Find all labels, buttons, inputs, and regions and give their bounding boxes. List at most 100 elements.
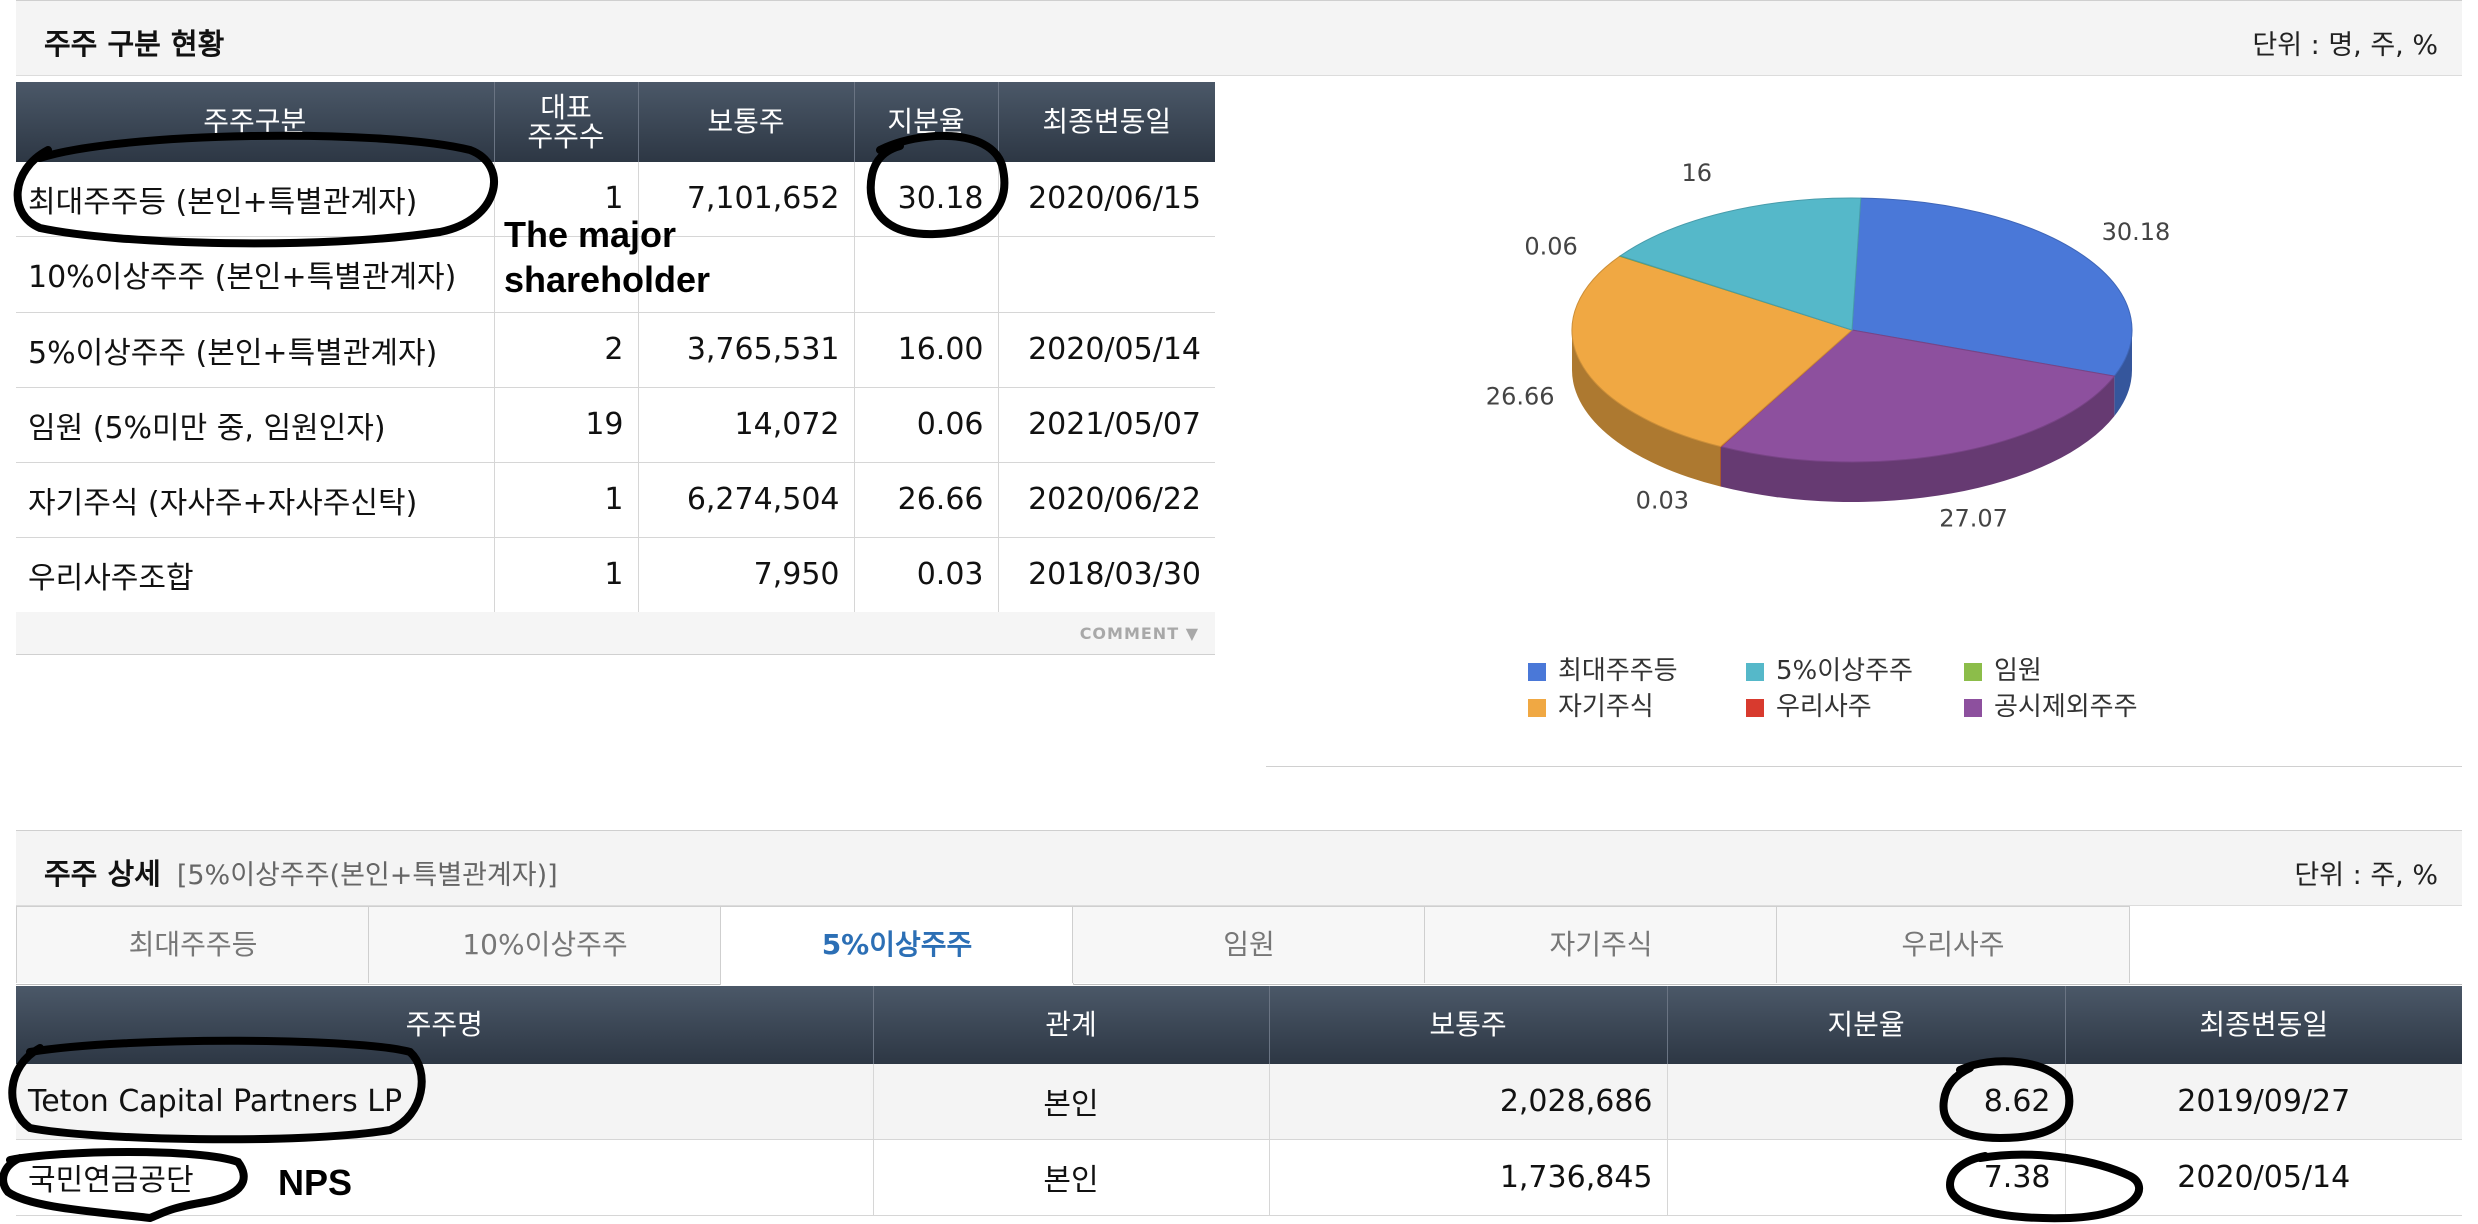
- row-common: 3,765,531: [638, 312, 855, 388]
- row-holders: 1: [494, 462, 639, 538]
- summary-title: 주주 구분 현황: [44, 27, 225, 61]
- detail-table: 주주명 관계 보통주 지분율 최종변동일 Teton Capital Partn…: [16, 986, 2462, 1216]
- row-holders: [494, 236, 639, 313]
- pie-slice: [1719, 329, 2116, 463]
- legend-label: 공시제외주주: [1994, 692, 2138, 722]
- row-date: 2021/05/07: [998, 387, 1215, 463]
- legend-label: 임원: [1994, 656, 2042, 686]
- row-common: [638, 236, 855, 313]
- col-common: 보통주: [638, 82, 855, 162]
- detail-title-text: 주주 상세: [44, 857, 161, 891]
- row-common: 2,028,686: [1269, 1064, 1668, 1140]
- comment-toggle[interactable]: COMMENT ▼: [1080, 624, 1199, 643]
- legend-swatch: [1528, 663, 1546, 681]
- row-ratio: 0.03: [854, 537, 999, 613]
- row-date: 2020/05/14: [998, 312, 1215, 388]
- pie-chart-panel: 30.18 27.07 0.03 26.66 0.06 16 최대주주등 5%이상주주 임…: [1266, 80, 2462, 767]
- pie-value-label: 26.66: [1486, 383, 1555, 411]
- tab-largest-shareholders[interactable]: 최대주주등: [16, 906, 370, 983]
- tab-executives[interactable]: 임원: [1072, 906, 1426, 983]
- legend-label: 자기주식: [1558, 692, 1654, 722]
- detail-unit: 단위 : 주, %: [2294, 860, 2438, 891]
- detail-subtitle: [5%이상주주(본인+특별관계자)]: [176, 860, 558, 891]
- legend-swatch: [1964, 699, 1982, 717]
- comment-label: COMMENT: [1079, 624, 1180, 643]
- table-row: Teton Capital Partners LP 본인 2,028,686 8…: [16, 1064, 2462, 1140]
- chevron-down-icon: ▼: [1185, 624, 1199, 643]
- legend-swatch: [1528, 699, 1546, 717]
- col-relation: 관계: [873, 986, 1270, 1064]
- table-row: 임원 (5%미만 중, 임원인자) 19 14,072 0.06 2021/05…: [16, 387, 1215, 463]
- pie-value-label: 0.03: [1636, 486, 1689, 514]
- legend-item: 공시제외주주: [1964, 686, 2138, 723]
- row-date: 2020/06/22: [998, 462, 1215, 538]
- row-common: 1,736,845: [1269, 1139, 1668, 1216]
- col-common: 보통주: [1269, 986, 1668, 1064]
- col-holders: 대표 주주수: [494, 82, 639, 162]
- row-category: 5%이상주주 (본인+특별관계자): [16, 312, 495, 388]
- summary-header: 주주 구분 현황 단위 : 명, 주, %: [16, 0, 2462, 76]
- row-category: 최대주주등 (본인+특별관계자): [16, 162, 495, 237]
- row-date: 2020/06/15: [998, 162, 1215, 237]
- pie-slice: [1851, 197, 2133, 377]
- col-ratio: 지분율: [854, 82, 999, 162]
- col-ratio: 지분율: [1667, 986, 2066, 1064]
- row-category: 임원 (5%미만 중, 임원인자): [16, 387, 495, 463]
- row-relation: 본인: [873, 1064, 1270, 1140]
- row-name: Teton Capital Partners LP: [16, 1064, 874, 1140]
- detail-tabs: 최대주주등 10%이상주주 5%이상주주 임원 자기주식 우리사주: [16, 906, 2462, 985]
- pie-value-label: 0.06: [1524, 232, 1577, 260]
- row-ratio: 8.62: [1667, 1064, 2066, 1140]
- legend-label: 우리사주: [1776, 692, 1872, 722]
- legend-swatch: [1746, 699, 1764, 717]
- row-date: 2020/05/14: [2065, 1139, 2462, 1216]
- pie-slice-side: [1720, 376, 2115, 502]
- row-category: 우리사주조합: [16, 537, 495, 613]
- summary-table: 주주구분 대표 주주수 보통주 지분율 최종변동일 최대주주등 (본인+특별관계…: [16, 82, 1215, 613]
- detail-header: 주주 상세 [5%이상주주(본인+특별관계자)] 단위 : 주, %: [16, 830, 2462, 906]
- row-date: 2019/09/27: [2065, 1064, 2462, 1140]
- row-ratio: 16.00: [854, 312, 999, 388]
- row-common: 7,101,652: [638, 162, 855, 237]
- legend-item: 임원: [1964, 650, 2042, 687]
- legend-item: 자기주식: [1528, 686, 1654, 723]
- row-ratio: 0.06: [854, 387, 999, 463]
- row-holders: 1: [494, 162, 639, 237]
- row-holders: 19: [494, 387, 639, 463]
- table-row: 5%이상주주 (본인+특별관계자) 2 3,765,531 16.00 2020…: [16, 312, 1215, 388]
- table-row: 10%이상주주 (본인+특별관계자): [16, 236, 1215, 313]
- row-common: 7,950: [638, 537, 855, 613]
- comment-bar[interactable]: COMMENT ▼: [16, 612, 1215, 655]
- table-row: 우리사주조합 1 7,950 0.03 2018/03/30: [16, 537, 1215, 613]
- pie-value-label: 27.07: [1939, 505, 2008, 533]
- pie-chart: 30.18 27.07 0.03 26.66 0.06 16: [1486, 159, 2171, 533]
- annotation-major-shareholder: The major shareholder: [504, 214, 711, 300]
- legend-item: 최대주주등: [1528, 650, 1678, 687]
- tab-treasury-stock[interactable]: 자기주식: [1424, 906, 1778, 983]
- row-category: 10%이상주주 (본인+특별관계자): [16, 236, 495, 313]
- row-ratio: 26.66: [854, 462, 999, 538]
- row-ratio: 30.18: [854, 162, 999, 237]
- row-holders: 2: [494, 312, 639, 388]
- legend-item: 5%이상주주: [1746, 650, 1913, 687]
- row-common: 6,274,504: [638, 462, 855, 538]
- pie-value-label: 16: [1681, 159, 1712, 187]
- tab-5pct-shareholders[interactable]: 5%이상주주: [720, 906, 1074, 985]
- row-date: 2018/03/30: [998, 537, 1215, 613]
- col-category: 주주구분: [16, 82, 495, 162]
- pie-slice-side: [2114, 330, 2132, 417]
- table-row: 자기주식 (자사주+자사주신탁) 1 6,274,504 26.66 2020/…: [16, 462, 1215, 538]
- pie-value-label: 30.18: [2102, 218, 2171, 246]
- row-date: [998, 236, 1215, 313]
- pie-slice: [1571, 255, 1853, 448]
- tab-employee-stock[interactable]: 우리사주: [1776, 906, 2130, 983]
- row-common: 14,072: [638, 387, 855, 463]
- row-ratio: [854, 236, 999, 313]
- legend-label: 5%이상주주: [1776, 656, 1913, 686]
- annotation-nps: NPS: [278, 1162, 353, 1203]
- legend-label: 최대주주등: [1558, 656, 1678, 686]
- row-category: 자기주식 (자사주+자사주신탁): [16, 462, 495, 538]
- tab-10pct-shareholders[interactable]: 10%이상주주: [368, 906, 722, 983]
- col-date: 최종변동일: [2065, 986, 2462, 1064]
- row-name: 국민연금공단: [16, 1139, 874, 1216]
